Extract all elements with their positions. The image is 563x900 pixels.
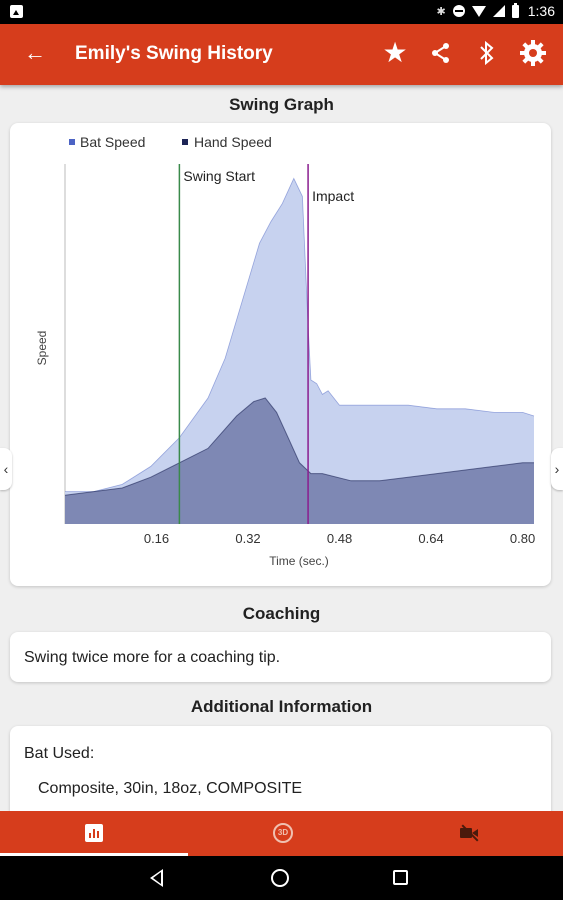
swing-graph-title: Swing Graph: [229, 95, 334, 114]
bluetooth-icon[interactable]: [471, 36, 503, 70]
impact-label: Impact: [312, 188, 354, 204]
legend-hand-label: Hand Speed: [194, 134, 272, 150]
legend-bat-label: Bat Speed: [80, 134, 145, 150]
x-tick-labels: 0.16 0.32 0.48 0.64 0.80: [144, 531, 535, 546]
x-tick-label: 0.16: [144, 531, 169, 546]
series-bat-line: [65, 177, 535, 492]
battery-icon: [511, 2, 519, 18]
series-bat-area: [65, 178, 534, 524]
series-hand-line: [64, 397, 534, 496]
x-tick-label: 0.80: [510, 531, 535, 546]
bluetooth-status-icon: ✱: [436, 5, 446, 18]
arrow-left-icon[interactable]: ←: [24, 40, 46, 65]
bat-used-value: Composite, 30in, 18oz, COMPOSITE: [38, 780, 303, 797]
x-tick-label: 0.32: [235, 531, 260, 546]
tab-video[interactable]: [376, 811, 563, 856]
graph-icon: [85, 824, 103, 842]
system-nav-bar: [0, 856, 563, 900]
video-off-icon: [460, 824, 479, 842]
chart-legend: Bat Speed Hand Speed: [69, 134, 272, 150]
coaching-text: Swing twice more for a coaching tip.: [24, 649, 281, 666]
bat-used-label: Bat Used:: [24, 745, 95, 762]
app-bar: ← Emily's Swing History ★: [0, 24, 563, 85]
wifi-icon: [471, 5, 486, 17]
nav-recents-icon[interactable]: [393, 870, 408, 885]
notification-icon: [10, 5, 23, 18]
coaching-card: Swing twice more for a coaching tip.: [10, 632, 551, 682]
additional-info-title: Additional Information: [190, 697, 373, 716]
star-icon[interactable]: ★: [382, 37, 408, 68]
bottom-tab-bar: 3D: [0, 811, 563, 856]
x-axis-label: Time (sec.): [269, 554, 329, 568]
app-actions: ★: [379, 36, 549, 70]
nav-home-icon[interactable]: [271, 869, 289, 887]
nav-back-icon[interactable]: [150, 869, 163, 887]
legend-hand-swatch: [182, 139, 188, 145]
tab-graph[interactable]: [0, 811, 188, 856]
share-icon[interactable]: [425, 36, 457, 70]
additional-info-card: Bat Used: Composite, 30in, 18oz, COMPOSI…: [10, 726, 551, 816]
swing-start-label: Swing Start: [183, 168, 255, 184]
swing-graph-card: Bat Speed Hand Speed Swing Start Impact …: [10, 123, 551, 586]
signal-icon: [492, 5, 505, 17]
do-not-disturb-icon: [452, 5, 465, 17]
active-tab-indicator: [0, 853, 188, 856]
chevron-left-icon[interactable]: ‹: [0, 448, 12, 490]
series-hand-area: [65, 398, 534, 524]
status-bar: ✱ 1:36: [0, 0, 563, 24]
status-icons: ✱ 1:36: [436, 2, 555, 19]
chevron-right-icon[interactable]: ›: [551, 448, 563, 490]
status-time: 1:36: [527, 3, 555, 19]
y-axis-label: Speed: [35, 331, 49, 366]
3d-rotate-icon: 3D: [273, 823, 293, 843]
page-title: Emily's Swing History: [75, 43, 273, 64]
swing-graph-chart: Bat Speed Hand Speed Swing Start Impact …: [35, 134, 535, 568]
x-tick-label: 0.64: [418, 531, 443, 546]
legend-bat-swatch: [69, 139, 75, 145]
gear-icon[interactable]: [517, 36, 549, 70]
tab-3d[interactable]: 3D: [188, 811, 376, 856]
coaching-title: Coaching: [242, 604, 321, 623]
x-tick-label: 0.48: [327, 531, 352, 546]
